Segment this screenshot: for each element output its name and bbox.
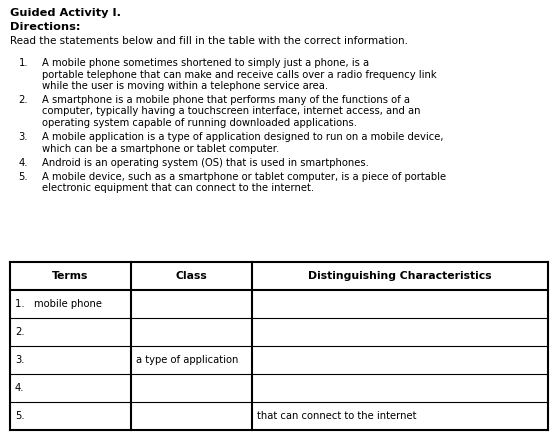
Text: Guided Activity I.: Guided Activity I. <box>10 8 121 18</box>
Text: 5.: 5. <box>18 171 28 181</box>
Text: computer, typically having a touchscreen interface, internet access, and an: computer, typically having a touchscreen… <box>42 106 421 116</box>
Text: 2.: 2. <box>18 95 28 105</box>
Text: a type of application: a type of application <box>136 355 238 365</box>
Text: A mobile device, such as a smartphone or tablet computer, is a piece of portable: A mobile device, such as a smartphone or… <box>42 171 446 181</box>
Text: 5.: 5. <box>15 411 25 421</box>
Text: 3.: 3. <box>15 355 25 365</box>
Text: 3.: 3. <box>18 132 28 142</box>
Text: A smartphone is a mobile phone that performs many of the functions of a: A smartphone is a mobile phone that perf… <box>42 95 410 105</box>
Text: which can be a smartphone or tablet computer.: which can be a smartphone or tablet comp… <box>42 144 279 154</box>
Text: Read the statements below and fill in the table with the correct information.: Read the statements below and fill in th… <box>10 36 408 46</box>
Text: 1.   mobile phone: 1. mobile phone <box>15 299 102 309</box>
Text: while the user is moving within a telephone service area.: while the user is moving within a teleph… <box>42 81 328 91</box>
Text: Class: Class <box>176 271 208 281</box>
Text: 4.: 4. <box>15 383 25 393</box>
Text: that can connect to the internet: that can connect to the internet <box>257 411 417 421</box>
Text: portable telephone that can make and receive calls over a radio frequency link: portable telephone that can make and rec… <box>42 69 436 79</box>
Text: Distinguishing Characteristics: Distinguishing Characteristics <box>308 271 492 281</box>
Text: Android is an operating system (OS) that is used in smartphones.: Android is an operating system (OS) that… <box>42 158 369 168</box>
Text: 2.: 2. <box>15 327 25 337</box>
Text: Terms: Terms <box>52 271 89 281</box>
Text: A mobile application is a type of application designed to run on a mobile device: A mobile application is a type of applic… <box>42 132 444 142</box>
Text: 1.: 1. <box>18 58 28 68</box>
Text: electronic equipment that can connect to the internet.: electronic equipment that can connect to… <box>42 183 314 193</box>
Text: 4.: 4. <box>18 158 28 168</box>
Text: A mobile phone sometimes shortened to simply just a phone, is a: A mobile phone sometimes shortened to si… <box>42 58 369 68</box>
Text: Directions:: Directions: <box>10 22 80 32</box>
Text: operating system capable of running downloaded applications.: operating system capable of running down… <box>42 118 357 128</box>
